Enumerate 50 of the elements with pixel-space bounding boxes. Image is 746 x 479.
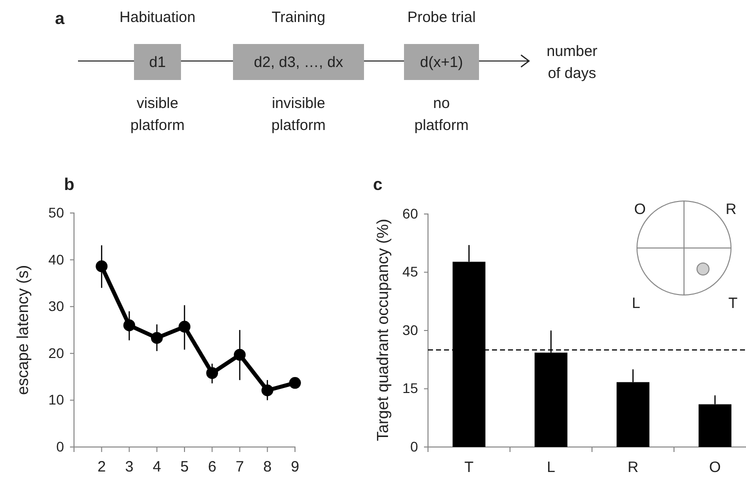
annotation: L [632, 295, 640, 312]
x-tick-label: O [709, 459, 721, 476]
point [206, 367, 218, 379]
y-tick-label: 10 [48, 392, 64, 408]
y-tick-label: 15 [402, 380, 418, 396]
point [289, 376, 301, 389]
y-tick-label: 40 [48, 251, 64, 268]
text: d(x+1) [420, 54, 463, 71]
x-tick-label: 2 [97, 458, 106, 476]
x-tick-label: 7 [236, 458, 244, 476]
text: a [55, 9, 65, 28]
x-tick-label: 5 [180, 458, 189, 476]
point [234, 348, 246, 361]
x-tick-label: R [628, 459, 639, 476]
x-tick-label: 4 [152, 458, 162, 476]
text: no platform [414, 95, 469, 134]
x-tick-label: 6 [208, 458, 216, 476]
point [261, 384, 274, 396]
y-tick-label: 30 [402, 322, 418, 338]
y-tick-label: 0 [56, 438, 64, 454]
point [178, 320, 190, 333]
text: d2, d3, …, dx [254, 54, 344, 71]
annotation: O [634, 201, 646, 218]
y-tick-label: 50 [48, 204, 64, 220]
text: Training [272, 9, 326, 26]
x-tick-label: 9 [290, 458, 300, 476]
chart-title: b [64, 175, 74, 194]
text: invisible platform [271, 95, 326, 134]
annotation: R [726, 201, 737, 218]
x-tick-label: 8 [263, 458, 272, 476]
chart-title: c [373, 175, 382, 194]
x-tick-label: L [546, 459, 556, 476]
point [150, 332, 163, 344]
y-tick-label: 45 [402, 264, 418, 280]
annotation: T [728, 295, 738, 312]
x-tick-label: 3 [125, 458, 134, 476]
text: d1 [149, 54, 166, 71]
point [123, 319, 136, 332]
y-tick-label: 20 [48, 344, 64, 361]
y-axis-title: Target quadrant occupancy (%) [375, 218, 392, 442]
y-axis-title: escape latency (s) [15, 265, 32, 395]
x-tick-label: T [464, 459, 474, 476]
text: number of days [546, 43, 598, 82]
y-tick-label: 30 [48, 298, 64, 314]
text: Habituation [120, 9, 196, 26]
point [96, 260, 108, 272]
y-tick-label: 0 [410, 438, 418, 454]
text: visible platform [130, 95, 185, 134]
text: Probe trial [407, 9, 476, 26]
y-tick-label: 60 [402, 205, 418, 222]
